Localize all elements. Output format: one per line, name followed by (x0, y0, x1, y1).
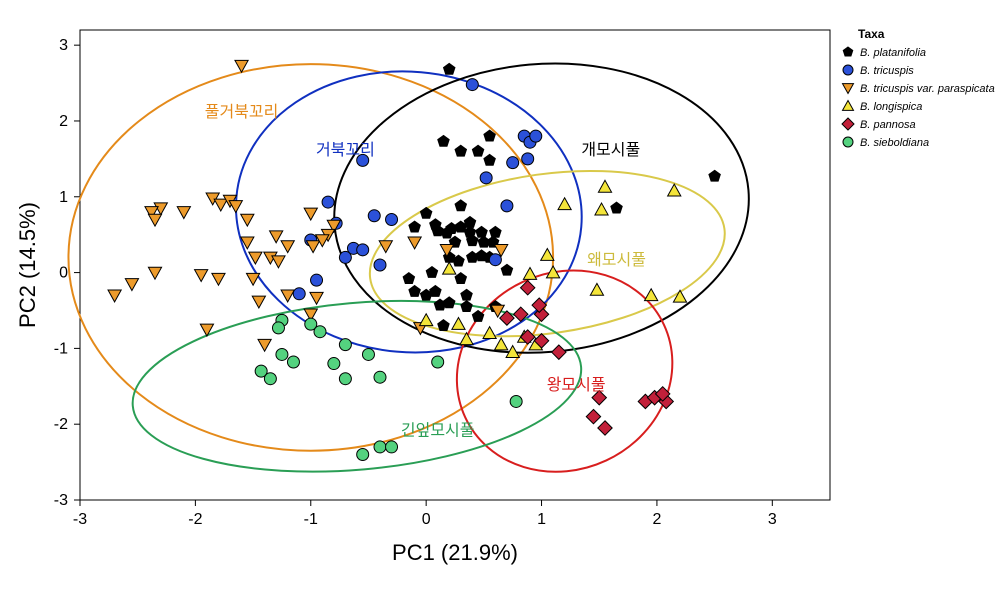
x-tick-label: 1 (537, 511, 546, 528)
cluster-label: 왜모시풀 (587, 251, 646, 269)
x-tick-label: -2 (188, 511, 202, 528)
legend-item-label: B. tricuspis (860, 65, 914, 77)
x-tick-label: 2 (652, 511, 661, 528)
x-tick-label: -3 (73, 511, 87, 528)
data-point (311, 274, 323, 286)
cluster-label: 거북꼬리 (316, 141, 375, 159)
data-point (510, 395, 522, 407)
data-point (339, 373, 351, 385)
x-tick-label: -1 (304, 511, 318, 528)
data-point (272, 322, 284, 334)
data-point (386, 214, 398, 226)
cluster-label: 풀거북꼬리 (205, 103, 279, 121)
data-point (368, 210, 380, 222)
legend-item-label: B. pannosa (860, 119, 916, 131)
data-point (432, 356, 444, 368)
legend-item: B. tricuspis var. paraspicata (843, 83, 995, 95)
x-tick-label: 0 (422, 511, 431, 528)
legend-item-label: B. platanifolia (860, 47, 926, 59)
y-axis-label: PC2 (14.5%) (15, 202, 40, 328)
data-point (357, 244, 369, 256)
data-point (322, 196, 334, 208)
data-point (339, 339, 351, 351)
data-point (357, 449, 369, 461)
data-point (314, 326, 326, 338)
y-tick-label: -1 (54, 340, 68, 357)
cluster-label: 개모시풀 (581, 141, 640, 159)
data-point (466, 79, 478, 91)
legend-item-label: B. tricuspis var. paraspicata (860, 83, 995, 95)
legend-item-label: B. sieboldiana (860, 137, 929, 149)
data-point (530, 130, 542, 142)
data-point (501, 200, 513, 212)
data-point (362, 348, 374, 360)
data-point (374, 371, 386, 383)
data-point (287, 356, 299, 368)
data-point (328, 358, 340, 370)
legend-title: Taxa (858, 27, 885, 41)
x-tick-label: 3 (768, 511, 777, 528)
data-point (276, 348, 288, 360)
y-tick-label: 0 (59, 265, 68, 282)
cluster-label: 왕모시풀 (547, 376, 606, 394)
legend-item-label: B. longispica (860, 101, 922, 113)
y-tick-label: 1 (59, 189, 68, 206)
y-tick-label: -3 (54, 492, 68, 509)
y-tick-label: 2 (59, 113, 68, 130)
cluster-label: 긴잎모시풀 (401, 422, 475, 440)
data-point (386, 441, 398, 453)
data-point (522, 153, 534, 165)
x-axis-label: PC1 (21.9%) (392, 540, 518, 565)
data-point (374, 259, 386, 271)
data-point (507, 157, 519, 169)
data-point (480, 172, 492, 184)
data-point (374, 441, 386, 453)
data-point (489, 254, 501, 266)
y-tick-label: 3 (59, 37, 68, 54)
data-point (264, 373, 276, 385)
pca-scatter-plot: -3 -2 -1 0 1 2 3 -3 -2 -1 0 1 2 3 풀거북꼬리거북꼬리 개모시풀왜모시풀왕모… (0, 0, 1000, 608)
y-tick-label: -2 (54, 416, 68, 433)
